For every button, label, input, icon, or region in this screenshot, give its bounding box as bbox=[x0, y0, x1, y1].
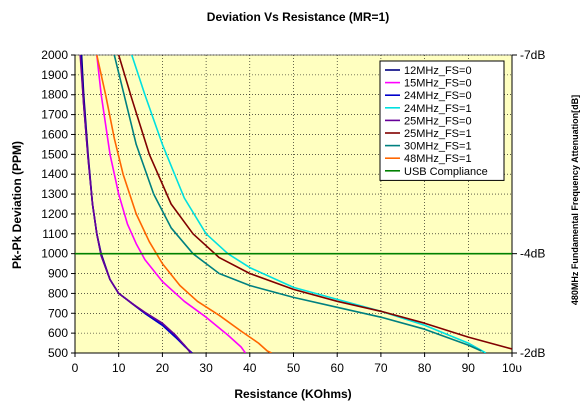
y-tick-label: 900 bbox=[48, 267, 68, 281]
right-tick-label: -4dB bbox=[520, 247, 545, 261]
x-tick-label: 40 bbox=[243, 361, 257, 375]
legend-label: 25MHz_FS=0 bbox=[404, 115, 472, 127]
y-tick-label: 600 bbox=[48, 326, 68, 340]
y-tick-label: 500 bbox=[48, 346, 68, 360]
x-tick-label: 80 bbox=[418, 361, 432, 375]
right-tick-label: -7dB bbox=[520, 48, 545, 62]
legend: 12MHz_FS=015MHz_FS=024MHz_FS=024MHz_FS=1… bbox=[379, 60, 505, 181]
series-line-24mhz-fs-1 bbox=[131, 55, 487, 353]
y-tick-label: 1900 bbox=[41, 68, 68, 82]
legend-label: 12MHz_FS=0 bbox=[404, 65, 472, 77]
right-axis-title: 480MHz Fundamental Frequency Attenuation… bbox=[570, 95, 580, 305]
x-tick-label: 30 bbox=[199, 361, 213, 375]
y-tick-label: 1200 bbox=[41, 207, 68, 221]
series-lines bbox=[75, 55, 512, 353]
y-tick-label: 1300 bbox=[41, 187, 68, 201]
legend-label: 24MHz_FS=1 bbox=[404, 103, 472, 115]
legend-box bbox=[379, 60, 505, 181]
chart-title: Deviation Vs Resistance (MR=1) bbox=[207, 10, 389, 24]
x-axis-ticks: 0 10 20 30 40 50 60 70 80 90 10υ bbox=[72, 352, 522, 375]
series-line-25mhz-fs-1 bbox=[117, 55, 512, 350]
legend-label: 30MHz_FS=1 bbox=[404, 141, 472, 153]
x-tick-label: 60 bbox=[331, 361, 345, 375]
y-tick-label: 1000 bbox=[41, 247, 68, 261]
x-axis-title: Resistance (KOhms) bbox=[234, 387, 351, 401]
legend-label: 25MHz_FS=1 bbox=[404, 128, 472, 140]
y-axis-title: Pk-Pk Deviation (PPM) bbox=[10, 141, 24, 269]
y-tick-label: 1100 bbox=[42, 227, 68, 241]
x-tick-label: 10υ bbox=[502, 361, 522, 375]
x-tick-label: 0 bbox=[72, 361, 79, 375]
legend-label: 48MHz_FS=1 bbox=[404, 153, 472, 165]
legend-label: 24MHz_FS=0 bbox=[404, 90, 472, 102]
x-tick-label: 70 bbox=[374, 361, 388, 375]
x-tick-label: 90 bbox=[462, 361, 476, 375]
legend-label: 15MHz_FS=0 bbox=[404, 78, 472, 90]
right-tick-label: -2dB bbox=[520, 346, 545, 360]
y-axis-ticks: 500 600 700 800 900 1000 1100 1200 1300 1400 1500 1… bbox=[41, 48, 76, 360]
y-tick-label: 1600 bbox=[41, 127, 68, 141]
x-tick-label: 20 bbox=[156, 361, 170, 375]
y-tick-label: 1800 bbox=[41, 88, 68, 102]
x-tick-label: 50 bbox=[287, 361, 301, 375]
series-line-15mhz-fs-0 bbox=[96, 55, 247, 353]
series-line-48mhz-fs-1 bbox=[96, 55, 272, 353]
y-tick-label: 1500 bbox=[41, 147, 68, 161]
y-tick-label: 1400 bbox=[41, 167, 68, 181]
y-tick-label: 800 bbox=[48, 286, 68, 300]
series-line-25mhz-fs-0 bbox=[79, 55, 192, 353]
x-tick-label: 10 bbox=[112, 361, 126, 375]
y-tick-label: 700 bbox=[48, 306, 68, 320]
y-tick-label: 1700 bbox=[41, 108, 68, 122]
right-axis-ticks: -7dB -4dB -2dB bbox=[511, 48, 545, 360]
legend-label: USB Compliance bbox=[404, 166, 488, 178]
series-line-30mhz-fs-1 bbox=[113, 55, 482, 352]
y-tick-label: 2000 bbox=[41, 48, 68, 62]
